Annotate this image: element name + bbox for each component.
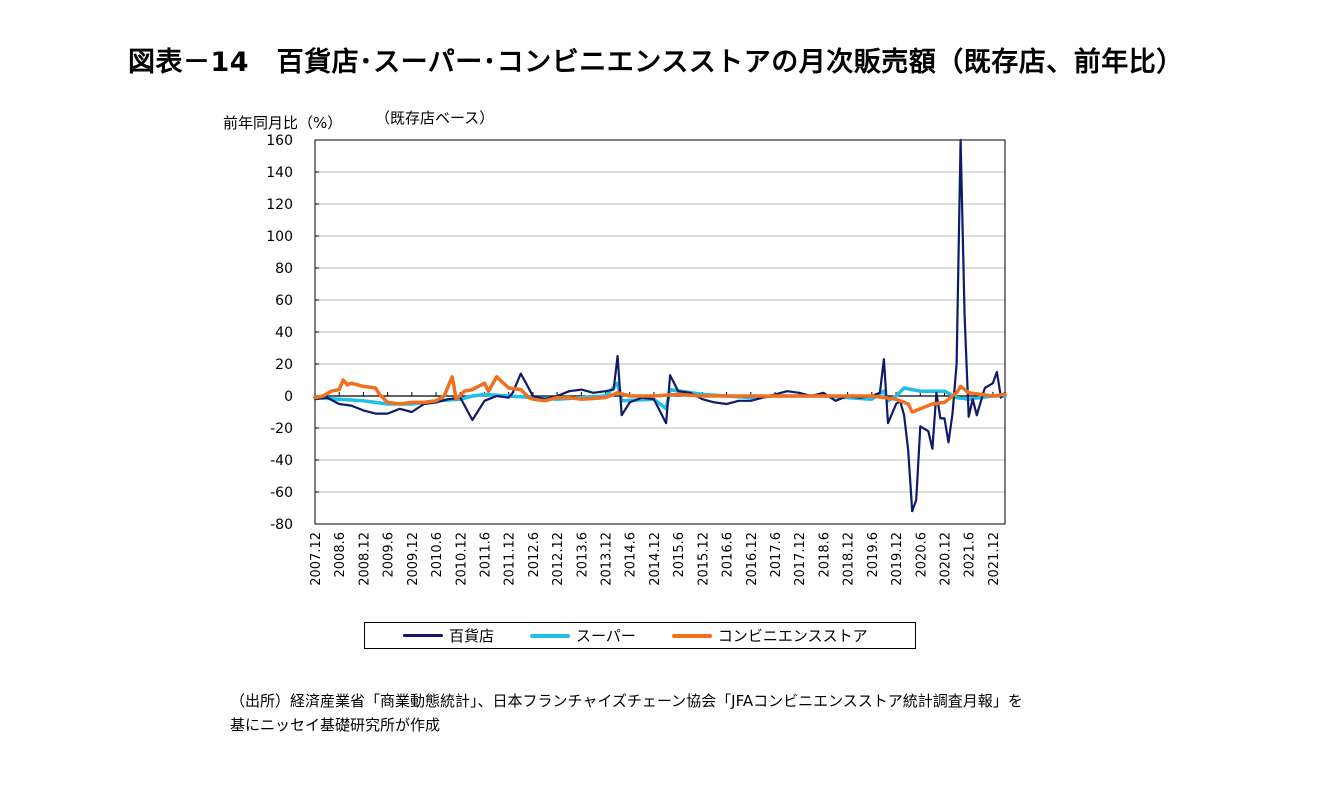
plot-area <box>314 139 1006 525</box>
legend-swatch-supermarket <box>530 633 571 638</box>
x-tick-label: 2016.6 <box>721 532 736 578</box>
y-tick-label: 0 <box>284 389 293 405</box>
y-tick-label: -40 <box>270 453 293 469</box>
y-tick-label: -20 <box>270 421 293 437</box>
legend-label-convenience-store: コンビニエンスストア <box>717 627 868 645</box>
source-line-1: （出所）経済産業省「商業動態統計」、日本フランチャイズチェーン協会「JFAコンビ… <box>230 692 1023 710</box>
line-chart: 160 140 120 100 80 60 40 20 0 -20 -40 -60 -80 2007.12… <box>266 133 1007 586</box>
source-note: （出所）経済産業省「商業動態統計」、日本フランチャイズチェーン協会「JFAコンビ… <box>230 689 1023 737</box>
source-line-2: 基にニッセイ基礎研究所が作成 <box>230 716 441 734</box>
x-tick-label: 2012.6 <box>527 532 542 578</box>
y-tick-label: 40 <box>275 325 293 341</box>
y-tick-label: 140 <box>266 165 293 181</box>
y-tick-label: 100 <box>266 229 293 245</box>
x-tick-label: 2016.12 <box>745 532 760 586</box>
series-line-convenience-store <box>313 375 1007 414</box>
x-tick-label: 2009.6 <box>382 532 397 578</box>
x-tick-label: 2019.6 <box>866 532 881 578</box>
legend-swatch-convenience-store <box>671 633 712 638</box>
x-tick-label: 2008.12 <box>357 532 372 586</box>
x-tick-label: 2009.12 <box>406 532 421 586</box>
x-tick-label: 2019.12 <box>890 532 905 586</box>
x-tick-label: 2011.6 <box>478 532 493 578</box>
chart-legend: 百貨店 スーパー コンビニエンスストア <box>364 622 916 649</box>
x-tick-label: 2015.6 <box>672 532 687 578</box>
x-tick-label: 2011.12 <box>503 532 518 586</box>
x-tick-label: 2010.6 <box>430 532 445 578</box>
y-tick-label: -80 <box>270 517 293 533</box>
legend-item-supermarket: スーパー <box>530 625 636 646</box>
legend-swatch-department-store <box>403 634 443 637</box>
x-tick-label: 2015.12 <box>696 532 711 586</box>
x-tick-label: 2017.6 <box>769 532 784 578</box>
y-tick-label: 120 <box>266 197 293 213</box>
x-tick-label: 2018.12 <box>842 532 857 586</box>
x-tick-label: 2012.12 <box>551 532 566 586</box>
chart-annotation: （既存店ベース） <box>375 109 495 127</box>
y-tick-label: 60 <box>275 293 293 309</box>
y-tick-label: 80 <box>275 261 293 277</box>
series-line-department-store <box>313 138 1007 513</box>
x-tick-label: 2014.12 <box>648 532 663 586</box>
x-tick-label: 2021.6 <box>963 532 978 578</box>
legend-label-department-store: 百貨店 <box>449 627 495 645</box>
x-tick-label: 2021.12 <box>987 532 1002 586</box>
x-tick-label: 2013.6 <box>575 532 590 578</box>
x-tick-label: 2007.12 <box>309 532 324 586</box>
legend-item-convenience-store: コンビニエンスストア <box>671 625 868 646</box>
x-tick-label: 2018.6 <box>817 532 832 578</box>
chart-title: 図表－14 百貨店･スーパー･コンビニエンスストアの月次販売額（既存店、前年比） <box>128 47 1184 78</box>
x-tick-label: 2017.12 <box>793 532 808 586</box>
y-tick-label: -60 <box>270 485 293 501</box>
legend-label-supermarket: スーパー <box>576 627 636 645</box>
x-tick-label: 2020.12 <box>938 532 953 586</box>
y-tick-label: 20 <box>275 357 293 373</box>
x-tick-label: 2013.12 <box>600 532 615 586</box>
legend-item-department-store: 百貨店 <box>403 625 494 646</box>
y-axis-label: 前年同月比（%） <box>223 114 343 132</box>
x-tick-label: 2010.12 <box>454 532 469 586</box>
x-tick-label: 2020.6 <box>914 532 929 578</box>
y-tick-label: 160 <box>266 133 293 149</box>
x-tick-label: 2014.6 <box>624 532 639 578</box>
x-tick-label: 2008.6 <box>333 532 348 578</box>
